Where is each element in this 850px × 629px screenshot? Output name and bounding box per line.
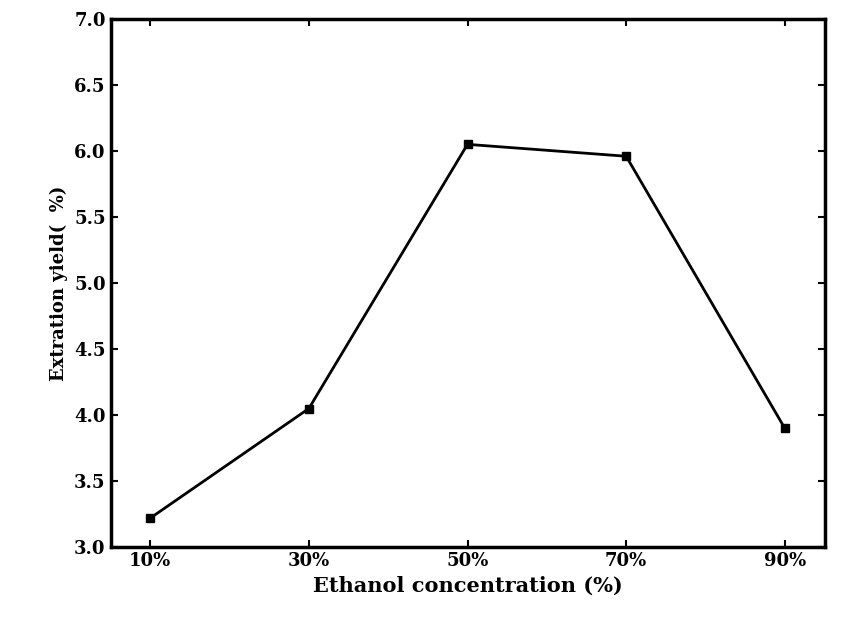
Y-axis label: Extration yield(  %): Extration yield( %) [50,186,69,381]
X-axis label: Ethanol concentration (%): Ethanol concentration (%) [313,576,622,596]
